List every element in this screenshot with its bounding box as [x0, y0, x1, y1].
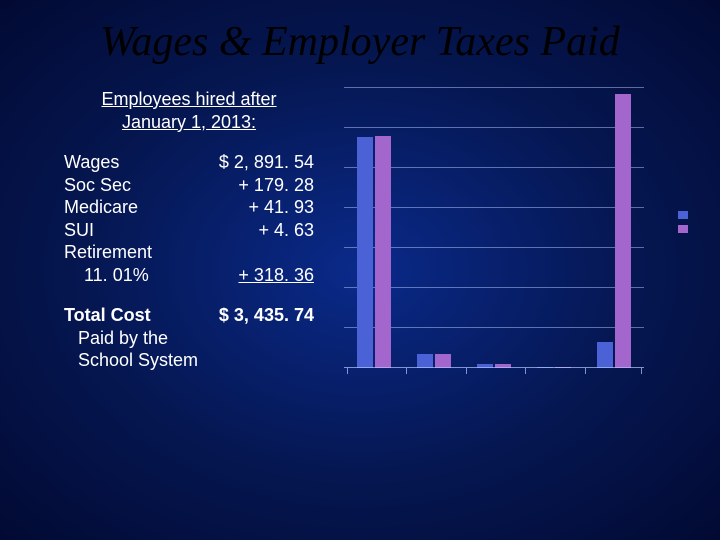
legend-swatch-b [678, 225, 688, 233]
x-tick [406, 368, 407, 374]
label-retirement-pct: 11. 01% [64, 264, 149, 287]
bar-series-b [615, 94, 631, 368]
subheading: Employees hired afterJanuary 1, 2013: [64, 88, 314, 133]
bar-group [357, 136, 391, 368]
row-retirement-top: Retirement [64, 241, 314, 264]
label-socsec: Soc Sec [64, 174, 131, 197]
x-tick [585, 368, 586, 374]
chart-bars [344, 88, 644, 368]
page-title: Wages & Employer Taxes Paid [0, 0, 720, 66]
line-items: Wages $ 2, 891. 54 Soc Sec + 179. 28 Med… [64, 151, 314, 286]
value-wages: $ 2, 891. 54 [219, 151, 314, 174]
bar-chart [344, 88, 680, 368]
row-socsec: Soc Sec + 179. 28 [64, 174, 314, 197]
bar-group [597, 94, 631, 368]
value-socsec: + 179. 28 [238, 174, 314, 197]
label-wages: Wages [64, 151, 119, 174]
row-wages: Wages $ 2, 891. 54 [64, 151, 314, 174]
label-sui: SUI [64, 219, 94, 242]
legend-swatch-a [678, 211, 688, 219]
row-medicare: Medicare + 41. 93 [64, 196, 314, 219]
total-value: $ 3, 435. 74 [219, 304, 314, 327]
label-retirement: Retirement [64, 241, 152, 264]
bar-series-b [435, 354, 451, 368]
total-sub2: School System [64, 349, 314, 372]
bar-series-a [417, 354, 433, 368]
bar-series-b [375, 136, 391, 368]
chart-plot [344, 88, 680, 368]
row-sui: SUI + 4. 63 [64, 219, 314, 242]
value-sui: + 4. 63 [258, 219, 314, 242]
bar-series-a [597, 342, 613, 368]
value-retirement: + 318. 36 [238, 264, 314, 287]
chart-legend [678, 211, 688, 233]
label-medicare: Medicare [64, 196, 138, 219]
left-text-block: Employees hired afterJanuary 1, 2013: Wa… [64, 88, 314, 372]
total-block: Total Cost $ 3, 435. 74 Paid by the Scho… [64, 304, 314, 372]
x-tick [525, 368, 526, 374]
bar-series-a [357, 137, 373, 368]
content-layout: Employees hired afterJanuary 1, 2013: Wa… [0, 66, 720, 372]
row-retirement-bottom: 11. 01% + 318. 36 [64, 264, 314, 287]
value-medicare: + 41. 93 [248, 196, 314, 219]
total-line: Total Cost $ 3, 435. 74 [64, 304, 314, 327]
bar-group [417, 354, 451, 368]
x-tick [466, 368, 467, 374]
chart-x-axis [344, 367, 644, 368]
total-sub1: Paid by the [64, 327, 314, 350]
x-tick [347, 368, 348, 374]
total-label: Total Cost [64, 304, 151, 327]
x-tick [641, 368, 642, 374]
